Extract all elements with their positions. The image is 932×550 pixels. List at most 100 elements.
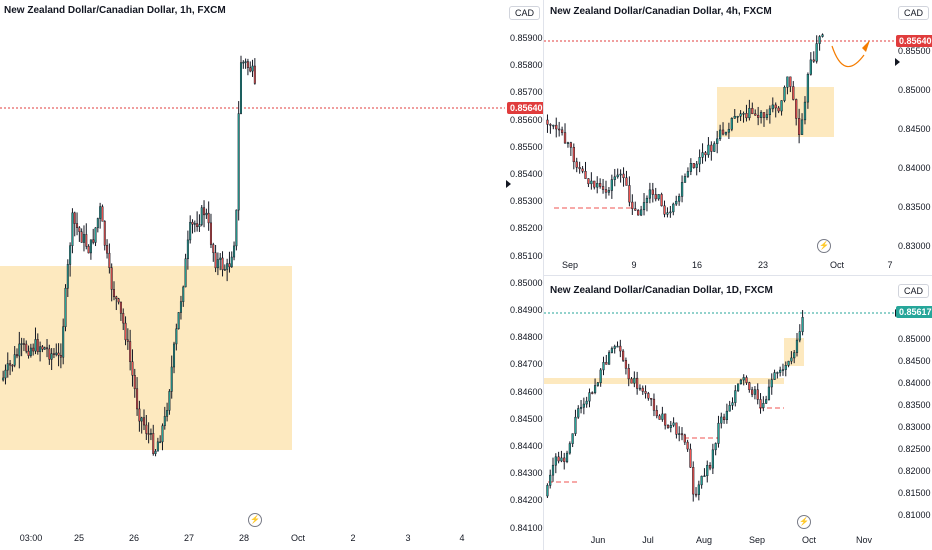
candle-body — [569, 142, 573, 148]
candle-body — [641, 387, 644, 392]
x-tick-label: Oct — [290, 533, 306, 543]
candle-body — [680, 433, 684, 436]
panel-divider — [544, 275, 932, 276]
candle-body — [759, 112, 763, 118]
candle-body — [251, 65, 254, 72]
y-tick-label: 0.85400 — [510, 169, 543, 179]
candle-body — [613, 346, 616, 349]
candle-body — [661, 413, 664, 420]
candle-body — [613, 176, 616, 180]
y-axis-1d[interactable]: CAD 0.85000 0.84500 0.84000 0.83500 0.83000 0… — [894, 276, 932, 550]
chart-panel-1d[interactable]: New Zealand Dollar/Canadian Dollar, 1D, … — [544, 276, 894, 550]
candle-body — [133, 375, 136, 390]
y-tick-label: 0.84600 — [510, 386, 543, 397]
candle-body — [221, 257, 224, 270]
candle-body — [34, 339, 37, 352]
tradingview-logo-icon[interactable]: ⚡ — [248, 513, 262, 527]
candle-body — [634, 208, 637, 211]
y-tick-label: 0.84500 — [898, 356, 931, 366]
y-axis-4h[interactable]: CAD 0.85500 0.85000 0.84500 0.84000 0.83500 0… — [894, 0, 932, 275]
candle-body — [177, 312, 180, 330]
chart-panel-4h[interactable]: New Zealand Dollar/Canadian Dollar, 4h, … — [544, 0, 894, 275]
candle-body — [246, 61, 249, 68]
y-tick-label: 0.85100 — [510, 250, 543, 261]
candle-body — [734, 390, 737, 403]
candle-body — [237, 113, 240, 211]
candle-body — [25, 343, 28, 352]
y-tick-label: 0.81500 — [898, 488, 931, 498]
candle-body — [683, 176, 687, 183]
candle-body — [253, 65, 256, 84]
candle-body — [818, 36, 821, 44]
tradingview-logo-icon[interactable]: ⚡ — [817, 239, 831, 253]
x-tick-label: 27 — [183, 533, 195, 543]
candle-body — [797, 118, 801, 135]
candle-body — [815, 43, 818, 62]
candle-body — [654, 194, 657, 200]
candle-body — [546, 485, 549, 497]
y-axis-1h[interactable]: CAD 0.85900 0.85800 0.85700 0.85600 0.85500 0… — [505, 0, 543, 550]
candle-body — [728, 405, 731, 412]
candle-body — [563, 457, 566, 462]
candle-body — [821, 34, 824, 37]
candle-body — [235, 209, 238, 247]
candle-body — [574, 416, 577, 434]
candle-body — [733, 116, 736, 119]
candle-body — [565, 452, 569, 462]
panel-divider — [543, 0, 544, 550]
candle-body — [581, 168, 584, 172]
chart-canvas-1h[interactable] — [0, 0, 505, 550]
candle-body — [179, 301, 182, 313]
candle-body — [168, 391, 171, 411]
candle-body — [644, 391, 647, 394]
candle-body — [41, 346, 44, 350]
candle-body — [642, 202, 646, 211]
candle-body — [630, 378, 633, 384]
candle-body — [721, 129, 725, 135]
candle-body — [566, 142, 570, 144]
tradingview-logo-icon[interactable]: ⚡ — [797, 515, 811, 529]
candle-body — [666, 212, 669, 215]
chart-panel-1h[interactable]: New Zealand Dollar/Canadian Dollar, 1h, … — [0, 0, 505, 550]
candle-body — [601, 186, 605, 190]
chart-canvas-1d[interactable] — [544, 276, 894, 550]
candle-body — [800, 119, 804, 135]
candle-body — [639, 209, 643, 216]
chart-canvas-4h[interactable] — [544, 0, 894, 275]
candle-body — [219, 257, 222, 260]
candle-body — [554, 456, 557, 466]
candle-body — [591, 392, 594, 394]
candle-body — [664, 413, 667, 426]
candle-body — [765, 114, 769, 118]
x-tick-label: 16 — [691, 260, 703, 270]
candle-body — [119, 301, 122, 314]
candle-body — [596, 183, 599, 188]
candle-body — [727, 128, 731, 133]
currency-label-1h: CAD — [509, 6, 541, 20]
x-tick-label: Sep — [561, 260, 579, 270]
y-tick-label: 0.84200 — [510, 495, 543, 506]
candle-body — [658, 415, 661, 420]
candle-body — [147, 433, 150, 435]
candle-body — [55, 352, 58, 355]
forecast-arrow — [831, 45, 865, 67]
y-tick-label: 0.84100 — [510, 522, 543, 533]
x-tick-label: Aug — [695, 535, 713, 545]
candle-body — [779, 369, 782, 373]
supply-demand-zone — [544, 378, 784, 384]
candle-body — [756, 389, 759, 400]
y-tick-label: 0.83000 — [898, 422, 931, 432]
candle-body — [6, 363, 9, 371]
candle-body — [736, 115, 739, 118]
candle-body — [789, 76, 792, 87]
candle-body — [616, 345, 619, 348]
candle-body — [140, 417, 143, 422]
candle-body — [239, 62, 242, 114]
candle-body — [637, 210, 640, 216]
candle-body — [106, 245, 109, 254]
candle-body — [575, 161, 578, 168]
candle-body — [812, 59, 815, 62]
candle-body — [675, 422, 678, 435]
candle-body — [798, 331, 801, 341]
candle-body — [189, 221, 192, 241]
